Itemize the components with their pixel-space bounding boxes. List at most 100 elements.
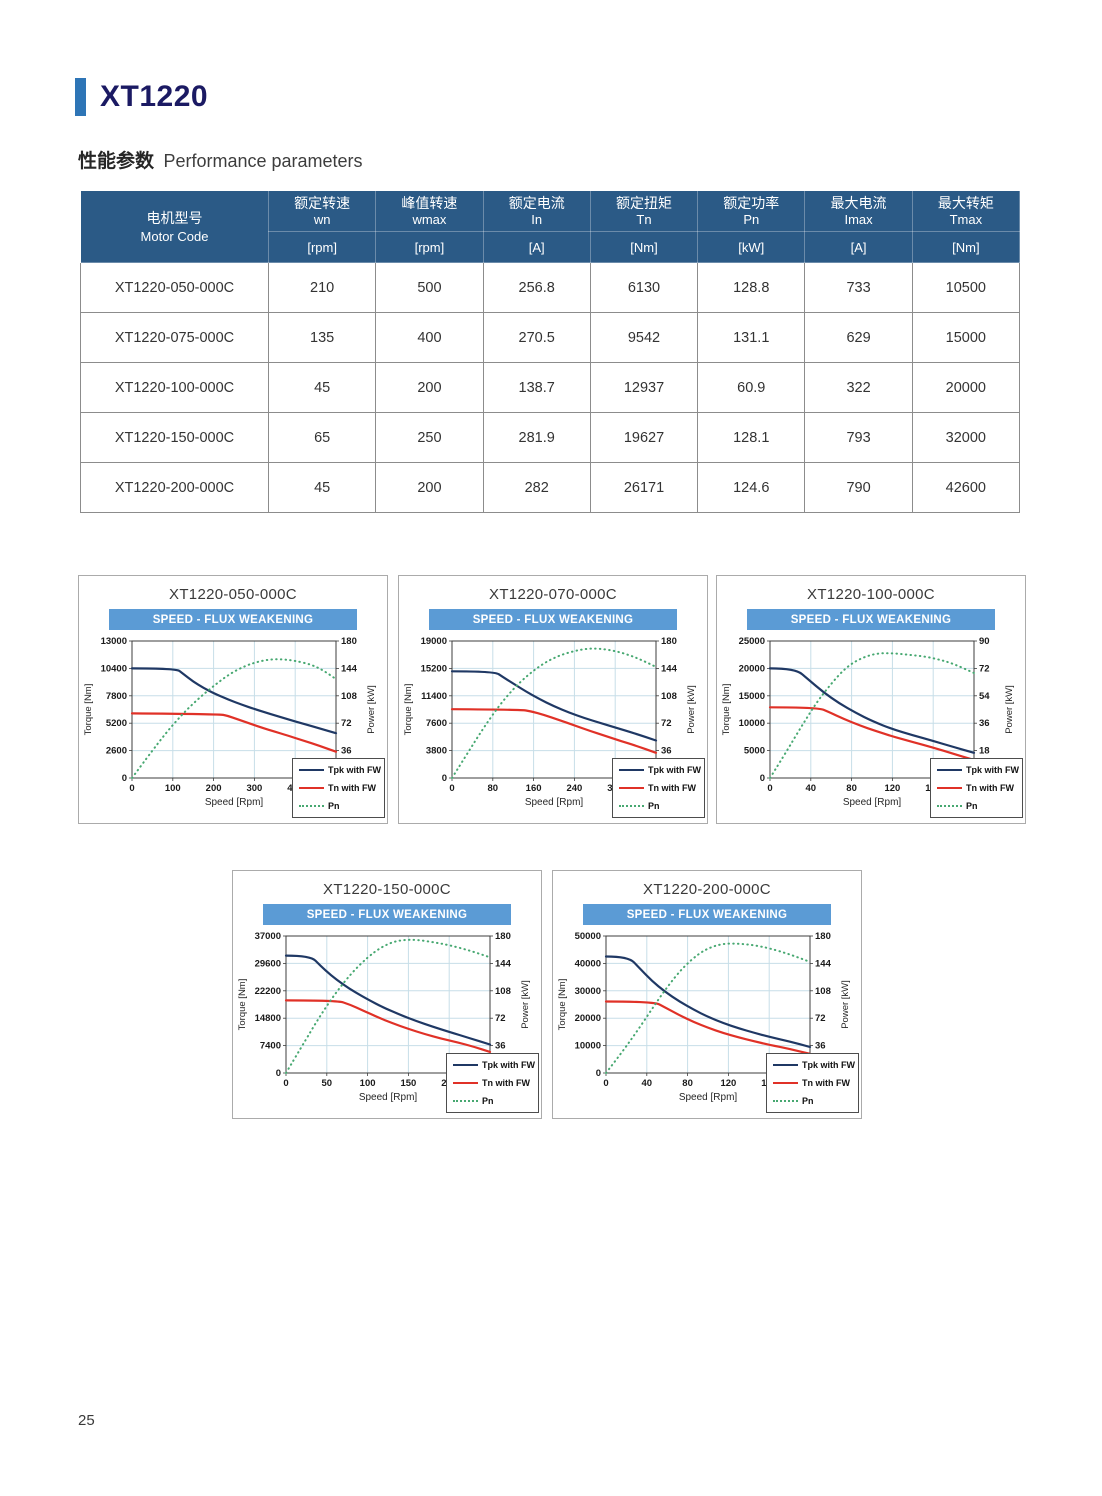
svg-text:5000: 5000 <box>744 746 765 757</box>
svg-text:100: 100 <box>165 783 181 794</box>
chart-legend: Tpk with FW Tn with FW Pn <box>292 758 385 818</box>
column-header-tn: 额定扭矩 Tn <box>589 190 699 232</box>
motor-code-cell: XT1220-200-000C <box>80 462 269 513</box>
right-axis-title: Power [kW] <box>366 685 377 734</box>
svg-text:120: 120 <box>884 783 900 794</box>
performance-chart: XT1220-070-000C SPEED - FLUX WEAKENING 0… <box>398 575 708 824</box>
legend-item: Pn <box>453 1096 534 1106</box>
legend-swatch-solid <box>299 787 324 789</box>
param-value-cell: 26171 <box>589 462 699 513</box>
svg-text:15200: 15200 <box>421 663 447 674</box>
svg-text:108: 108 <box>341 691 357 702</box>
svg-text:18: 18 <box>979 746 990 757</box>
chart-canvas: 0801602403204000380076001140015200190000… <box>403 636 697 808</box>
param-value-cell: 6130 <box>589 262 699 313</box>
x-axis-title: Speed [Rpm] <box>205 797 264 808</box>
column-header-zh: 额定扭矩 <box>615 195 672 211</box>
param-value-cell: 256.8 <box>482 262 591 313</box>
svg-text:240: 240 <box>566 783 582 794</box>
column-header-imax: 最大电流 Imax <box>804 190 913 232</box>
left-axis-title: Torque [Nm] <box>557 979 568 1031</box>
column-unit-tmax: [Nm] <box>911 231 1021 263</box>
svg-text:120: 120 <box>720 1078 736 1089</box>
chart-title: XT1220-070-000C <box>489 586 617 603</box>
series-tn <box>604 1000 812 1055</box>
param-value-cell: 20000 <box>911 362 1021 413</box>
svg-text:11400: 11400 <box>421 691 447 702</box>
legend-swatch-dotted <box>453 1100 478 1102</box>
svg-text:54: 54 <box>979 691 990 702</box>
legend-label: Tpk with FW <box>802 1060 855 1070</box>
left-axis-title: Torque [Nm] <box>721 684 732 736</box>
series-tpk <box>604 955 812 1049</box>
column-header-symbol: Pn <box>743 212 760 227</box>
x-axis-title: Speed [Rpm] <box>843 797 902 808</box>
svg-text:0: 0 <box>596 1068 601 1079</box>
svg-text:13000: 13000 <box>101 636 127 647</box>
legend-item: Tpk with FW <box>453 1060 535 1070</box>
svg-text:0: 0 <box>122 773 127 784</box>
legend-item: Tpk with FW <box>299 765 381 775</box>
column-header-tmax: 最大转矩 Tmax <box>911 190 1021 232</box>
svg-text:10000: 10000 <box>575 1041 601 1052</box>
legend-swatch-solid <box>773 1064 798 1066</box>
param-value-cell: 270.5 <box>482 312 591 363</box>
column-header-wmax: 峰值转速 wmax <box>375 190 484 232</box>
svg-text:0: 0 <box>129 783 134 794</box>
series-tpk <box>284 954 492 1046</box>
legend-swatch-solid <box>299 769 324 771</box>
chart-banner: SPEED - FLUX WEAKENING <box>429 609 677 630</box>
chart-legend: Tpk with FW Tn with FW Pn <box>930 758 1023 818</box>
legend-label: Tn with FW <box>966 783 1014 793</box>
x-axis-title: Speed [Rpm] <box>525 797 584 808</box>
param-value-cell: 200 <box>375 462 484 513</box>
legend-swatch-solid <box>937 787 962 789</box>
legend-label: Tn with FW <box>648 783 696 793</box>
table-row: XT1220-050-000C 210 500 256.8 6130 128.8 733 10… <box>80 262 1021 313</box>
param-value-cell: 733 <box>804 262 913 313</box>
svg-text:108: 108 <box>661 691 677 702</box>
param-value-cell: 128.1 <box>697 412 806 463</box>
svg-text:36: 36 <box>495 1041 506 1052</box>
right-axis-title: Power [kW] <box>686 685 697 734</box>
series-pn <box>285 938 491 1074</box>
svg-text:80: 80 <box>488 783 499 794</box>
svg-text:180: 180 <box>815 931 831 942</box>
column-header-zh: 最大转矩 <box>937 195 994 211</box>
left-axis-title: Torque [Nm] <box>83 684 94 736</box>
series-pn <box>605 942 811 1074</box>
param-value-cell: 32000 <box>911 412 1021 463</box>
chart-legend: Tpk with FW Tn with FW Pn <box>766 1053 859 1113</box>
legend-swatch-solid <box>937 769 962 771</box>
param-value-cell: 19627 <box>589 412 699 463</box>
param-value-cell: 322 <box>804 362 913 413</box>
legend-item: Tpk with FW <box>619 765 701 775</box>
chart-title: XT1220-050-000C <box>169 586 297 603</box>
chart-title: XT1220-200-000C <box>643 881 771 898</box>
param-value-cell: 42600 <box>911 462 1021 513</box>
param-value-cell: 281.9 <box>482 412 591 463</box>
motor-code-cell: XT1220-150-000C <box>80 412 269 463</box>
svg-text:5200: 5200 <box>106 718 127 729</box>
svg-text:144: 144 <box>341 663 358 674</box>
legend-label: Tn with FW <box>482 1078 530 1088</box>
param-value-cell: 124.6 <box>697 462 806 513</box>
param-value-cell: 15000 <box>911 312 1021 363</box>
column-header-zh: 额定功率 <box>723 195 780 211</box>
table-row: XT1220-150-000C 65 250 281.9 19627 128.1 793 32… <box>80 412 1021 463</box>
svg-text:80: 80 <box>846 783 857 794</box>
svg-text:100: 100 <box>360 1078 376 1089</box>
series-tpk <box>450 670 658 742</box>
column-header-in: 额定电流 In <box>482 190 591 232</box>
column-header-pn: 额定功率 Pn <box>697 190 806 232</box>
param-value-cell: 60.9 <box>697 362 806 413</box>
legend-swatch-solid <box>773 1082 798 1084</box>
x-axis-title: Speed [Rpm] <box>679 1092 738 1103</box>
plot-border <box>285 935 491 1074</box>
legend-label: Tn with FW <box>328 783 376 793</box>
performance-table: 电机型号 Motor Code 额定转速 wn 峰值转速 wmax 额定电流 In 额定扭矩 Tn… <box>80 190 1021 513</box>
svg-text:20000: 20000 <box>575 1013 601 1024</box>
svg-text:25000: 25000 <box>739 636 765 647</box>
table-row: XT1220-100-000C 45 200 138.7 12937 60.9 322 200… <box>80 362 1021 413</box>
column-header-symbol: wmax <box>412 212 447 227</box>
